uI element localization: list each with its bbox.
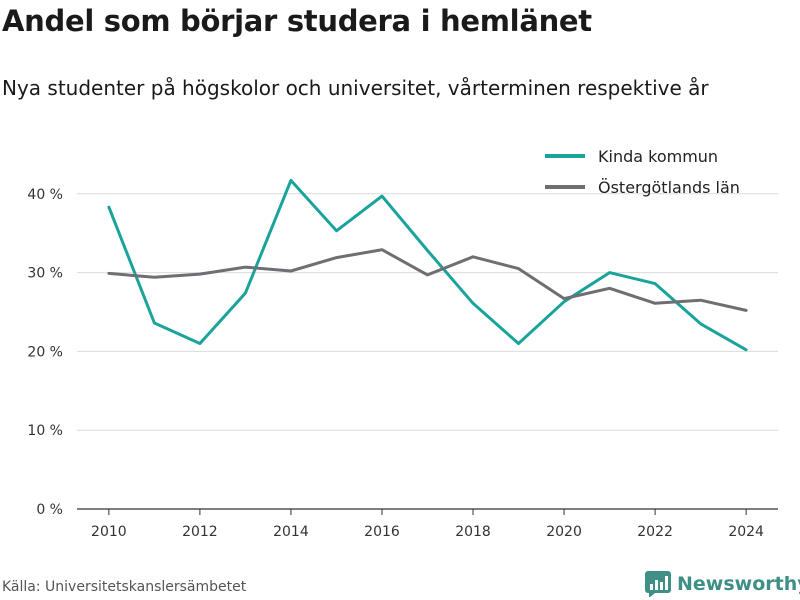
chart-subtitle: Nya studenter på högskolor och universit… bbox=[2, 76, 709, 100]
series-lines bbox=[107, 178, 748, 352]
brand-name: Newsworthy bbox=[677, 573, 800, 595]
y-axis-labels: 0 % 10 % 20 % 30 % 40 % bbox=[27, 187, 63, 518]
x-tick-label: 2010 bbox=[91, 524, 127, 540]
x-tick-label: 2020 bbox=[546, 524, 582, 540]
legend-label: Kinda kommun bbox=[598, 147, 718, 166]
y-tick-label: 20 % bbox=[27, 344, 63, 360]
source-note: Källa: Universitetskanslersämbetet bbox=[2, 579, 247, 595]
x-tick-label: 2024 bbox=[728, 524, 764, 540]
x-tick-label: 2014 bbox=[273, 524, 309, 540]
x-axis: 2010 2012 2014 2016 2018 2020 2022 2024 bbox=[77, 508, 778, 540]
gridlines bbox=[77, 193, 778, 431]
y-tick-label: 10 % bbox=[27, 423, 63, 439]
x-tick-label: 2018 bbox=[455, 524, 491, 540]
legend: Kinda kommun Östergötlands län bbox=[545, 147, 740, 197]
legend-label: Östergötlands län bbox=[598, 178, 740, 197]
chart-title: Andel som börjar studera i hemlänet bbox=[2, 4, 592, 38]
series-line-kinda bbox=[107, 178, 748, 352]
y-tick-label: 40 % bbox=[27, 187, 63, 203]
y-tick-label: 0 % bbox=[36, 502, 63, 518]
newsworthy-logo-icon bbox=[645, 571, 671, 597]
x-tick-label: 2016 bbox=[364, 524, 400, 540]
y-tick-label: 30 % bbox=[27, 266, 63, 282]
x-tick-label: 2022 bbox=[637, 524, 673, 540]
x-tick-label: 2012 bbox=[182, 524, 218, 540]
series-line-ostergotland bbox=[107, 248, 748, 312]
brand-logo: Newsworthy bbox=[645, 571, 800, 597]
